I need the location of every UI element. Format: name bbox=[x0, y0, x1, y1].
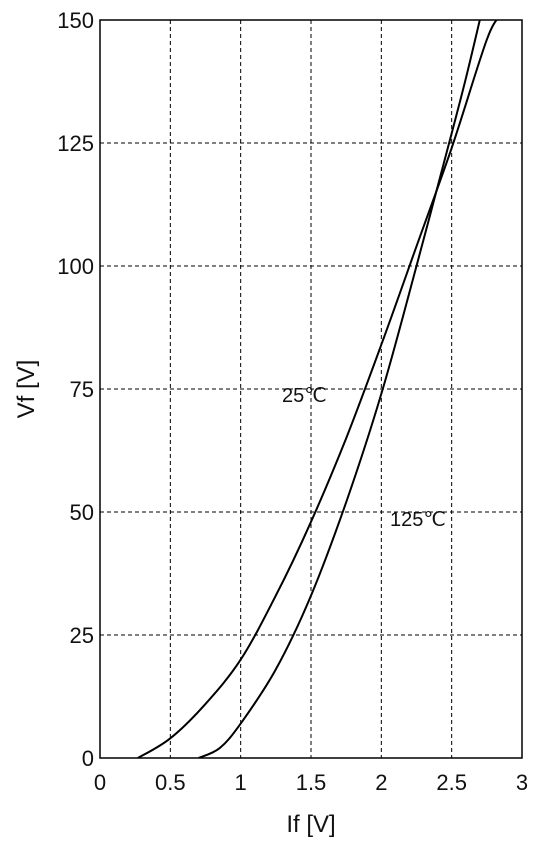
y-tick-label: 100 bbox=[57, 254, 94, 279]
plot-frame bbox=[99, 19, 523, 759]
x-tick-label: 3 bbox=[516, 770, 528, 795]
tick-layer: 0 0.5 1 1.5 2 2.5 3 0 25 50 75 100 125 150 bbox=[57, 8, 528, 795]
x-tick-label: 1.5 bbox=[296, 770, 327, 795]
x-tick-label: 2 bbox=[375, 770, 387, 795]
y-tick-label: 125 bbox=[57, 131, 94, 156]
series-line-125c bbox=[198, 20, 481, 758]
y-axis-label: Vf [V] bbox=[13, 360, 40, 419]
x-tick-label: 1 bbox=[235, 770, 247, 795]
x-tick-label: 0 bbox=[94, 770, 106, 795]
series-layer bbox=[137, 20, 498, 758]
y-tick-label: 0 bbox=[82, 746, 94, 771]
grid-layer bbox=[100, 20, 522, 758]
x-axis-label: If [V] bbox=[286, 811, 335, 838]
curve-label-125c: 125℃ bbox=[390, 509, 446, 531]
y-tick-label: 25 bbox=[70, 623, 94, 648]
curve-label-25c: 25℃ bbox=[282, 385, 327, 407]
y-tick-label: 75 bbox=[70, 377, 94, 402]
x-tick-label: 2.5 bbox=[436, 770, 467, 795]
y-tick-label: 150 bbox=[57, 8, 94, 33]
series-line-25c bbox=[137, 20, 498, 758]
y-tick-label: 50 bbox=[70, 500, 94, 525]
x-tick-label: 0.5 bbox=[155, 770, 186, 795]
